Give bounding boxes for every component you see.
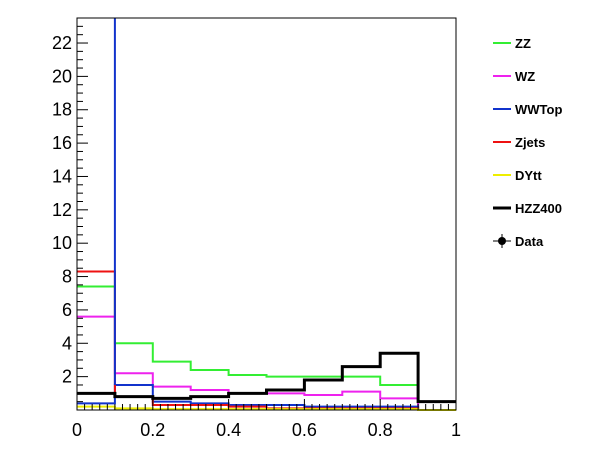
y-tick-label: 4 (62, 333, 72, 353)
y-tick-label: 2 (62, 367, 72, 387)
y-tick-label: 12 (52, 200, 72, 220)
x-tick-label: 0 (72, 420, 82, 440)
legend-label: HZZ400 (515, 201, 562, 216)
series-layer (77, 18, 456, 411)
plot-frame-rect (76, 17, 457, 411)
legend-item-wwtop: WWTop (493, 102, 562, 117)
x-tick-label: 0.6 (292, 420, 317, 440)
legend-item-zjets: Zjets (493, 135, 545, 150)
legend-item-hzz400: HZZ400 (493, 201, 562, 216)
y-tick-label: 14 (52, 166, 72, 186)
legend-data-marker (498, 237, 506, 245)
y-tick-label: 6 (62, 300, 72, 320)
legend-item-data: Data (493, 234, 544, 249)
legend-label: ZZ (515, 36, 531, 51)
y-tick-label: 22 (52, 33, 72, 53)
series-zz-line (77, 285, 456, 411)
legend-label: DYtt (515, 168, 542, 183)
legend-label: Data (515, 234, 544, 249)
y-axis: 2 4 6 8 10 12 14 16 18 20 22 (52, 17, 88, 403)
x-tick-label: 0.8 (368, 420, 393, 440)
plot-frame (76, 17, 457, 411)
y-tick-label: 16 (52, 133, 72, 153)
legend-label: WWTop (515, 102, 562, 117)
legend-item-dytt: DYtt (493, 168, 542, 183)
y-tick-label: 10 (52, 233, 72, 253)
legend-item-wz: WZ (493, 69, 535, 84)
legend-label: WZ (515, 69, 535, 84)
x-axis: 0 0.2 0.4 0.6 0.8 1 (72, 399, 461, 440)
x-tick-label: 1 (451, 420, 461, 440)
series-hzz400-line (77, 351, 456, 404)
series-dytt-line (77, 405, 456, 411)
x-tick-label: 0.2 (140, 420, 165, 440)
legend-label: Zjets (515, 135, 545, 150)
legend-item-zz: ZZ (493, 36, 531, 51)
y-tick-label: 20 (52, 66, 72, 86)
x-tick-label: 0.4 (216, 420, 241, 440)
y-tick-label: 8 (62, 267, 72, 287)
legend: ZZ WZ WWTop Zjets DYtt HZZ400 Data (493, 36, 562, 249)
y-tick-label: 18 (52, 100, 72, 120)
